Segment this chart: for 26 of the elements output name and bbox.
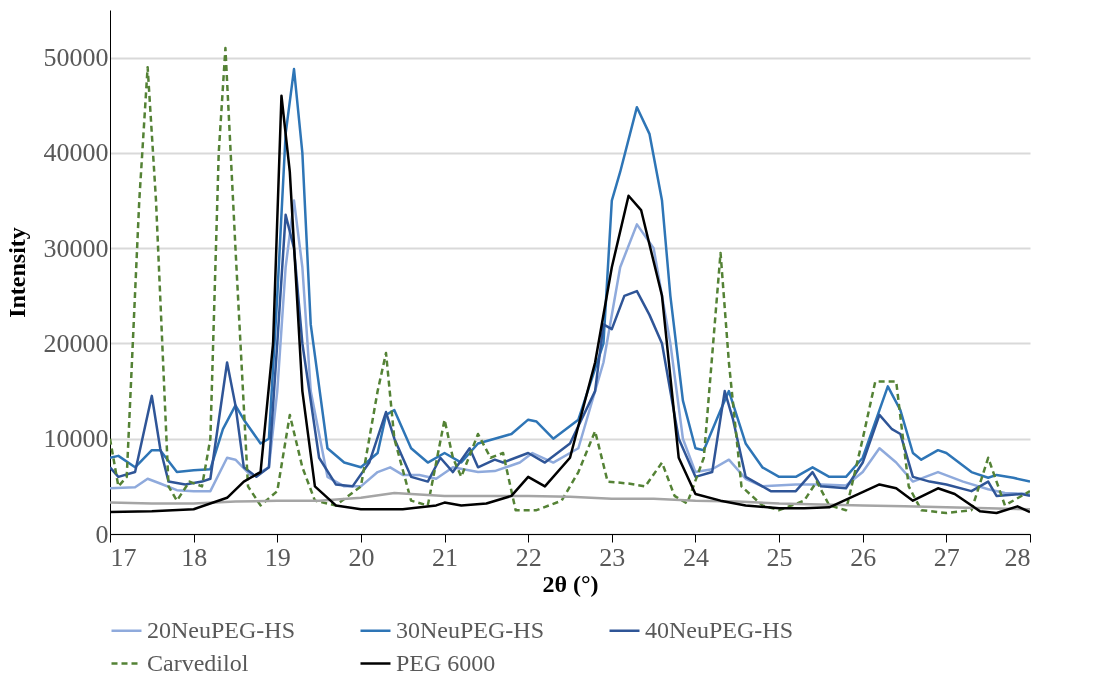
x-tick-label: 17 — [110, 542, 137, 572]
x-tick-label: 21 — [432, 542, 459, 572]
x-tick-label: 19 — [264, 542, 291, 572]
legend-label: 20NeuPEG-HS — [147, 616, 295, 643]
y-tick-label: 0 — [95, 519, 109, 549]
x-tick-label: 18 — [181, 542, 208, 572]
x-tick-label: 27 — [933, 542, 960, 572]
y-tick-label: 20000 — [43, 328, 109, 358]
y-tick-label: 10000 — [43, 424, 109, 454]
legend-label: 30NeuPEG-HS — [396, 616, 544, 643]
x-tick-label: 23 — [599, 542, 626, 572]
x-tick-label: 25 — [766, 542, 793, 572]
legend-label: Carvedilol — [147, 649, 249, 676]
line-series — [110, 491, 1030, 511]
legend-label: PEG 6000 — [396, 649, 496, 676]
y-axis-title: Intensity — [3, 227, 30, 318]
x-tick-label: 22 — [515, 542, 542, 572]
x-tick-label: 26 — [850, 542, 877, 572]
x-tick-label: 28 — [1004, 542, 1031, 572]
y-tick-label: 40000 — [43, 138, 109, 168]
x-tick-label: 24 — [682, 542, 709, 572]
x-tick-label: 20 — [348, 542, 375, 572]
y-tick-label: 50000 — [43, 43, 109, 73]
legend-label: 40NeuPEG-HS — [645, 616, 793, 643]
x-axis-title: 2θ (°) — [542, 570, 599, 597]
y-tick-label: 30000 — [43, 233, 109, 263]
